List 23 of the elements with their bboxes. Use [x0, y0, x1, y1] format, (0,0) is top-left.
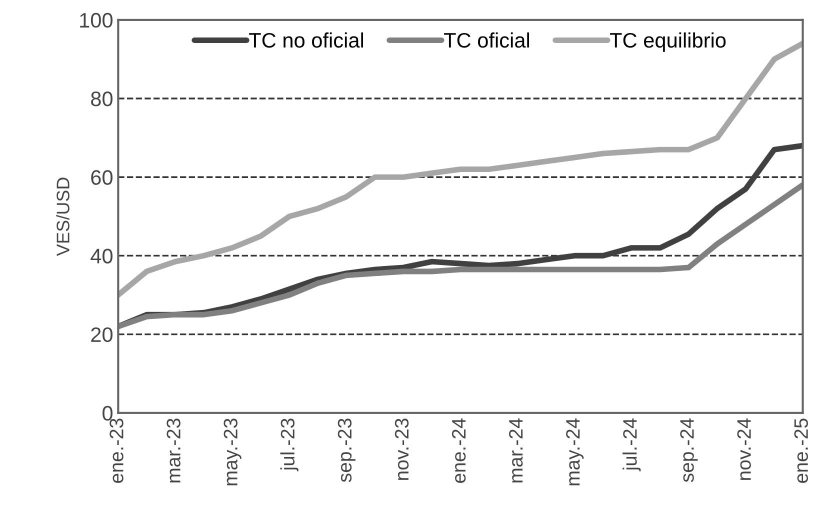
x-tick-label: mar.-24 [508, 418, 523, 482]
y-tick-label: 100 [80, 12, 113, 28]
x-tick-label: nov.-24 [737, 418, 751, 480]
y-tick-label: 0 [102, 406, 112, 421]
x-tick-label: jul.-23 [280, 418, 298, 472]
legend-label: TC oficial [444, 32, 529, 48]
x-tick-label: ene.-24 [452, 418, 466, 483]
x-tick-label: sep.-24 [680, 418, 698, 482]
y-tick-label: 60 [91, 170, 112, 185]
y-tick-label: 80 [91, 92, 112, 106]
x-tick-label: ene.-25 [794, 418, 808, 483]
x-tick-label: may.-24 [566, 418, 584, 486]
x-tick-label: ene.-23 [110, 418, 124, 483]
legend-label: TC no oficial [249, 32, 364, 48]
x-tick-label: jul.-24 [622, 418, 641, 472]
x-tick-label: sep.-23 [338, 418, 356, 482]
y-axis-title: VES/USD [56, 178, 70, 256]
x-tick-label: may.-23 [224, 418, 242, 486]
legend-label: TC equilibrio [610, 32, 726, 52]
x-tick-label: mar.-23 [166, 418, 180, 482]
x-tick-label: nov.-23 [394, 418, 409, 480]
y-tick-label: 40 [90, 248, 112, 264]
y-tick-label: 20 [91, 327, 112, 342]
